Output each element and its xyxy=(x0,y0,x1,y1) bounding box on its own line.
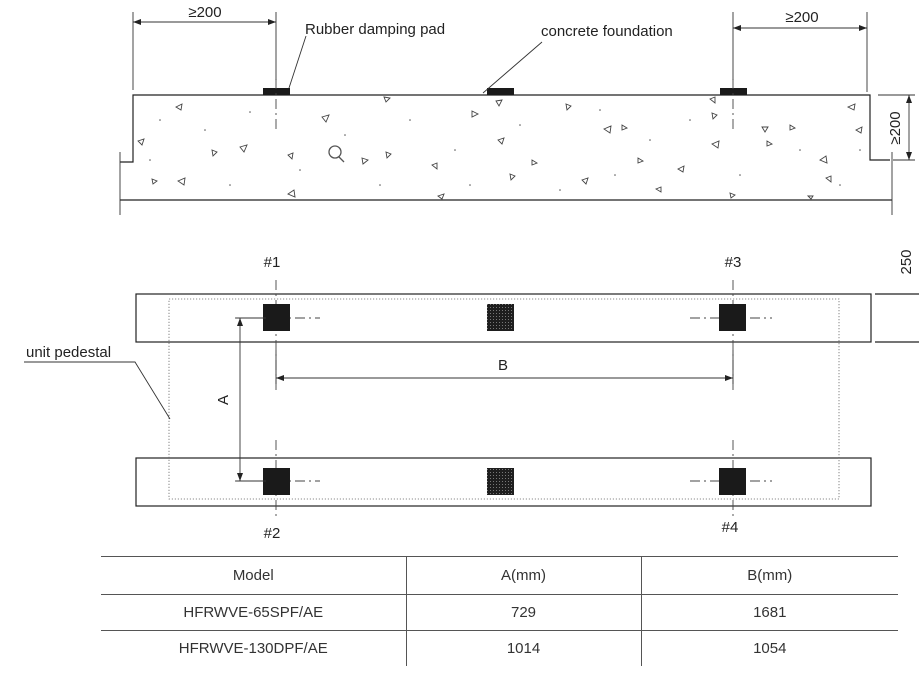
section-view: ≥200 ≥200 ≥200 Rubber damping pad concre… xyxy=(119,4,915,215)
bolt-label-4: #4 xyxy=(722,519,739,536)
header-b: B(mm) xyxy=(640,556,898,595)
table-row: HFRWVE-65SPF/AE 729 1681 xyxy=(101,594,898,631)
concrete-foundation-label: concrete foundation xyxy=(541,23,673,40)
rubber-damping-pad xyxy=(720,88,747,95)
side-dim-label: 250 xyxy=(898,249,915,274)
bolt-label-1: #1 xyxy=(264,254,281,271)
anchor-bolt-4 xyxy=(719,468,746,495)
anchor-bolt-1 xyxy=(263,304,290,331)
dim-b-label: B xyxy=(498,357,508,374)
middle-support-bottom xyxy=(487,468,514,495)
anchor-bolt-2 xyxy=(263,468,290,495)
concrete-slab-outline xyxy=(120,94,890,163)
cell-model: HFRWVE-130DPF/AE xyxy=(101,630,407,666)
table-header-row: Model A(mm) B(mm) xyxy=(101,556,898,595)
clearance-left-label: ≥200 xyxy=(188,4,221,21)
header-a: A(mm) xyxy=(405,556,642,595)
concrete-aggregate-texture xyxy=(137,96,863,200)
plan-view: #1 #3 #2 #4 B A 250 unit pedestal xyxy=(24,249,919,542)
unit-pedestal-label: unit pedestal xyxy=(26,344,111,361)
cell-b: 1054 xyxy=(640,630,898,666)
magnifier-icon xyxy=(328,145,345,163)
header-model: Model xyxy=(101,556,407,595)
foundation-beam-top xyxy=(135,293,872,343)
cell-a: 729 xyxy=(405,594,642,631)
spec-table: Model A(mm) B(mm) HFRWVE-65SPF/AE 729 16… xyxy=(101,556,898,666)
rubber-damping-pad xyxy=(263,88,290,95)
rubber-damping-pad-label: Rubber damping pad xyxy=(305,21,445,38)
bolt-label-2: #2 xyxy=(264,525,281,542)
anchor-bolt-3 xyxy=(719,304,746,331)
clearance-height-label: ≥200 xyxy=(887,111,904,144)
foundation-beam-bottom xyxy=(135,457,872,507)
cell-a: 1014 xyxy=(405,630,642,666)
cell-b: 1681 xyxy=(640,594,898,631)
cell-model: HFRWVE-65SPF/AE xyxy=(101,594,407,631)
clearance-right-label: ≥200 xyxy=(785,9,818,26)
middle-support-top xyxy=(487,304,514,331)
table-row: HFRWVE-130DPF/AE 1014 1054 xyxy=(101,630,898,666)
rubber-damping-pad xyxy=(487,88,514,95)
dim-a-label: A xyxy=(215,395,232,405)
bolt-label-3: #3 xyxy=(725,254,742,271)
